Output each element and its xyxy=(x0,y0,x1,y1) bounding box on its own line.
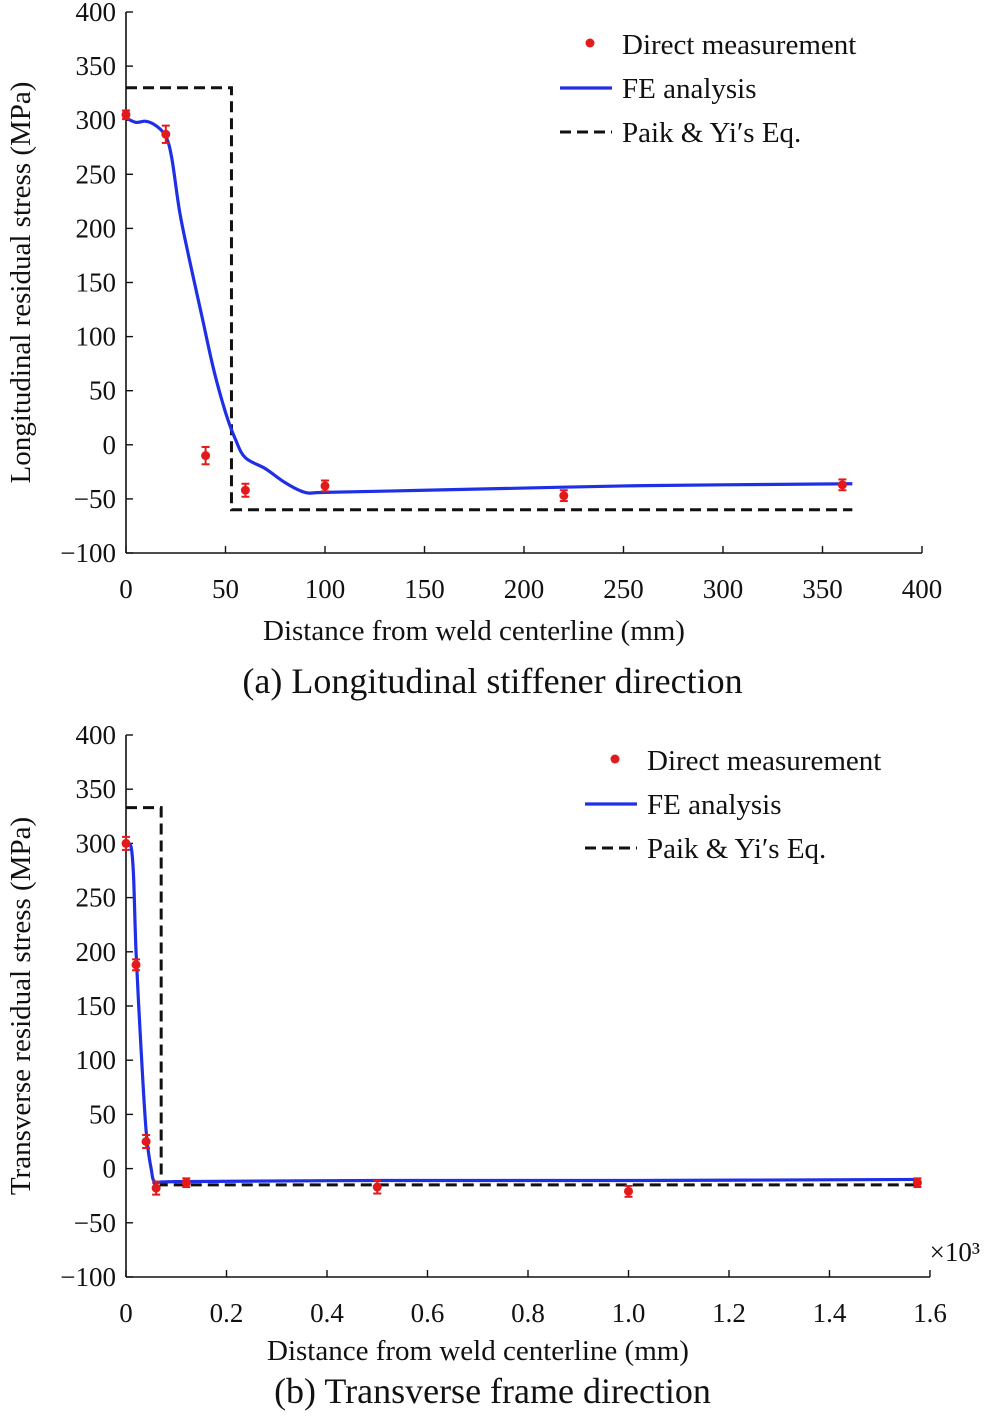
chart-b-legend-label: Direct measurement xyxy=(647,745,881,777)
chart-b-x-tick-label: 0 xyxy=(119,1298,133,1328)
chart-b-y-tick-label: 200 xyxy=(76,937,117,967)
chart-b-y-tick-label: 100 xyxy=(76,1045,117,1075)
chart-a-x-tick-label: 350 xyxy=(802,574,843,604)
chart-a-measurement-point xyxy=(201,451,211,461)
chart-b-caption: (b) Transverse frame direction xyxy=(274,1371,711,1411)
chart-a-measurement-point xyxy=(121,110,131,120)
chart-a-legend-marker-measurement xyxy=(585,38,595,48)
chart-b-x-tick-label: 1.6 xyxy=(913,1298,947,1328)
chart-b-measurement-point xyxy=(624,1186,633,1196)
chart-a-y-tick-label: 150 xyxy=(76,268,117,298)
chart-b-x-tick-label: 1.0 xyxy=(612,1298,646,1328)
chart-a-legend-label: FE analysis xyxy=(622,73,757,105)
chart-panel-a: −100 −50 0 50 100 150 200 250 300 350 400 0 50 100 150… xyxy=(5,0,943,701)
chart-b-x-title: Distance from weld centerline (mm) xyxy=(267,1335,689,1367)
chart-a-y-tick-label: 400 xyxy=(76,0,117,27)
chart-a-measurement-point xyxy=(559,491,569,501)
chart-a-measurement-point xyxy=(161,129,171,139)
chart-b-measurement-point xyxy=(141,1137,151,1146)
chart-b-x-multiplier: ×10³ xyxy=(930,1237,980,1267)
chart-b-y-title: Transverse residual stress (MPa) xyxy=(5,817,37,1195)
chart-b-plot: −100 −50 0 50 100 150 200 250 300 350 400 0 0.2 0.4 0.… xyxy=(5,720,980,1367)
chart-a-x-tick-label: 100 xyxy=(305,574,346,604)
chart-a-y-title: Longitudinal residual stress (MPa) xyxy=(5,82,37,484)
chart-b-legend-label: Paik & Yi′s Eq. xyxy=(647,833,826,865)
chart-b-legend-label: FE analysis xyxy=(647,789,782,821)
chart-b-measurement-point xyxy=(372,1182,382,1192)
chart-b-paik-yi-eq-line xyxy=(126,806,918,1187)
chart-b-y-tick-label: 150 xyxy=(76,991,117,1021)
chart-b-x-tick-label: 1.2 xyxy=(712,1298,746,1328)
chart-a-y-tick-label: 300 xyxy=(76,105,117,135)
chart-a-paik-yi-eq-line xyxy=(126,86,853,512)
chart-b-fe-analysis-line xyxy=(125,841,918,1186)
chart-a-y-tick-label: 50 xyxy=(89,376,116,406)
chart-a-y-tick-label: 0 xyxy=(103,430,117,460)
chart-b-x-tick-label: 0.2 xyxy=(210,1298,244,1328)
chart-b-x-tick-label: 0.4 xyxy=(310,1298,344,1328)
chart-a-measurement-point xyxy=(240,485,250,495)
chart-a-x-tick-label: 150 xyxy=(404,574,445,604)
chart-a-legend-label: Direct measurement xyxy=(622,29,856,61)
chart-b-measurement-point xyxy=(912,1178,922,1188)
chart-b-y-tick-label: 0 xyxy=(103,1154,117,1184)
chart-panel-b: −100 −50 0 50 100 150 200 250 300 350 400 0 0.2 0.4 0.… xyxy=(0,720,985,1419)
chart-a-x-title: Distance from weld centerline (mm) xyxy=(263,615,685,647)
chart-b-y-tick-label: −100 xyxy=(60,1262,116,1292)
chart-a-x-tick-label: 300 xyxy=(703,574,744,604)
chart-b-x-tick-label: 1.4 xyxy=(813,1298,847,1328)
chart-a-x-tick-label: 50 xyxy=(212,574,239,604)
chart-a-y-tick-label: −50 xyxy=(74,484,116,514)
chart-b-measurement-point xyxy=(121,838,131,848)
chart-a-y-tick-label: 100 xyxy=(76,322,117,352)
chart-a-y-tick-label: 200 xyxy=(76,213,117,243)
chart-a-y-tick-label: 350 xyxy=(76,51,117,81)
chart-a-measurement-point xyxy=(837,480,847,490)
chart-a-x-tick-label: 200 xyxy=(504,574,545,604)
chart-b-measurement-point xyxy=(181,1178,191,1188)
chart-b-y-tick-label: 400 xyxy=(76,720,117,750)
chart-a-measurement-point xyxy=(320,481,330,491)
chart-b-x-tick-label: 0.6 xyxy=(411,1298,445,1328)
chart-a-legend-label: Paik & Yi′s Eq. xyxy=(622,117,801,149)
chart-b-y-tick-label: 300 xyxy=(76,828,117,858)
chart-b-measurement-point xyxy=(151,1183,161,1193)
chart-a-plot: −100 −50 0 50 100 150 200 250 300 350 400 0 50 100 150… xyxy=(5,0,943,647)
chart-b-y-tick-label: 350 xyxy=(76,774,117,804)
chart-a-caption: (a) Longitudinal stiffener direction xyxy=(242,661,743,701)
chart-a-x-tick-label: 0 xyxy=(119,574,133,604)
chart-b-legend-marker-measurement xyxy=(610,754,620,764)
chart-b-y-tick-label: 250 xyxy=(76,883,117,913)
chart-a-x-tick-label: 400 xyxy=(902,574,943,604)
chart-b-y-tick-label: 50 xyxy=(89,1099,116,1129)
chart-b-x-tick-label: 0.8 xyxy=(511,1298,545,1328)
chart-a-fe-analysis-line xyxy=(125,116,853,495)
chart-b-y-tick-label: −50 xyxy=(74,1208,116,1238)
chart-a-y-tick-label: 250 xyxy=(76,159,117,189)
chart-a-y-tick-label: −100 xyxy=(60,538,116,568)
chart-b-measurement-point xyxy=(131,960,141,970)
chart-a-x-tick-label: 250 xyxy=(603,574,644,604)
